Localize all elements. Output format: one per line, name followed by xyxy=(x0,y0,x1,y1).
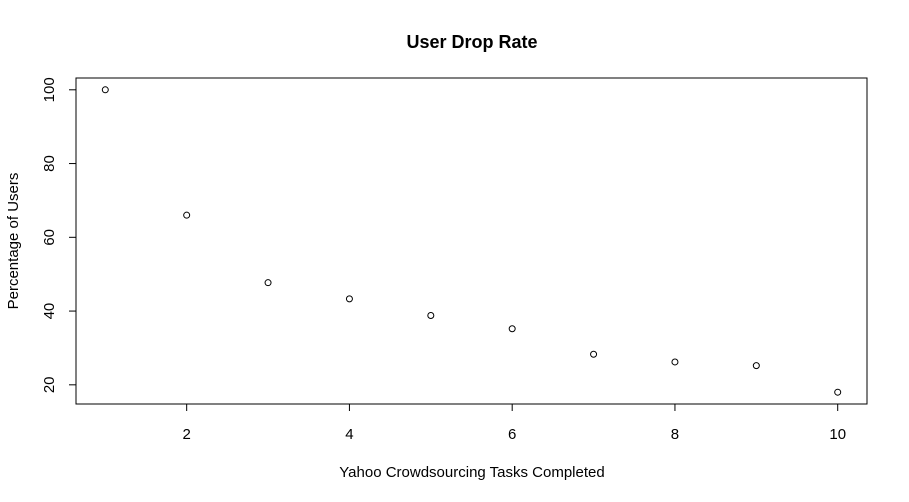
data-points xyxy=(101,86,842,396)
data-point xyxy=(264,279,272,287)
y-tick-label: 80 xyxy=(41,155,58,172)
data-point xyxy=(345,295,353,303)
x-tick-label: 2 xyxy=(183,426,191,443)
data-point xyxy=(752,362,760,370)
x-axis-label: Yahoo Crowdsourcing Tasks Completed xyxy=(339,464,604,481)
y-axis: 20 40 60 80 100 xyxy=(41,77,77,393)
x-axis: 2 4 6 8 10 xyxy=(183,403,846,443)
data-point xyxy=(834,388,842,396)
y-tick-label: 60 xyxy=(41,229,58,246)
data-point xyxy=(508,325,516,333)
data-point xyxy=(183,211,191,219)
x-tick-label: 8 xyxy=(671,426,679,443)
data-point xyxy=(101,86,109,94)
plot-area-frame xyxy=(75,77,868,405)
x-tick-label: 6 xyxy=(508,426,516,443)
x-tick-label: 10 xyxy=(829,426,846,443)
data-point xyxy=(671,358,679,366)
y-axis-label: Percentage of Users xyxy=(5,173,22,310)
y-tick-label: 20 xyxy=(41,376,58,393)
x-tick-label: 4 xyxy=(345,426,353,443)
y-tick-label: 40 xyxy=(41,303,58,320)
chart-title: User Drop Rate xyxy=(406,32,537,52)
data-point xyxy=(427,311,435,319)
data-point xyxy=(590,350,598,358)
y-tick-label: 100 xyxy=(41,77,58,102)
